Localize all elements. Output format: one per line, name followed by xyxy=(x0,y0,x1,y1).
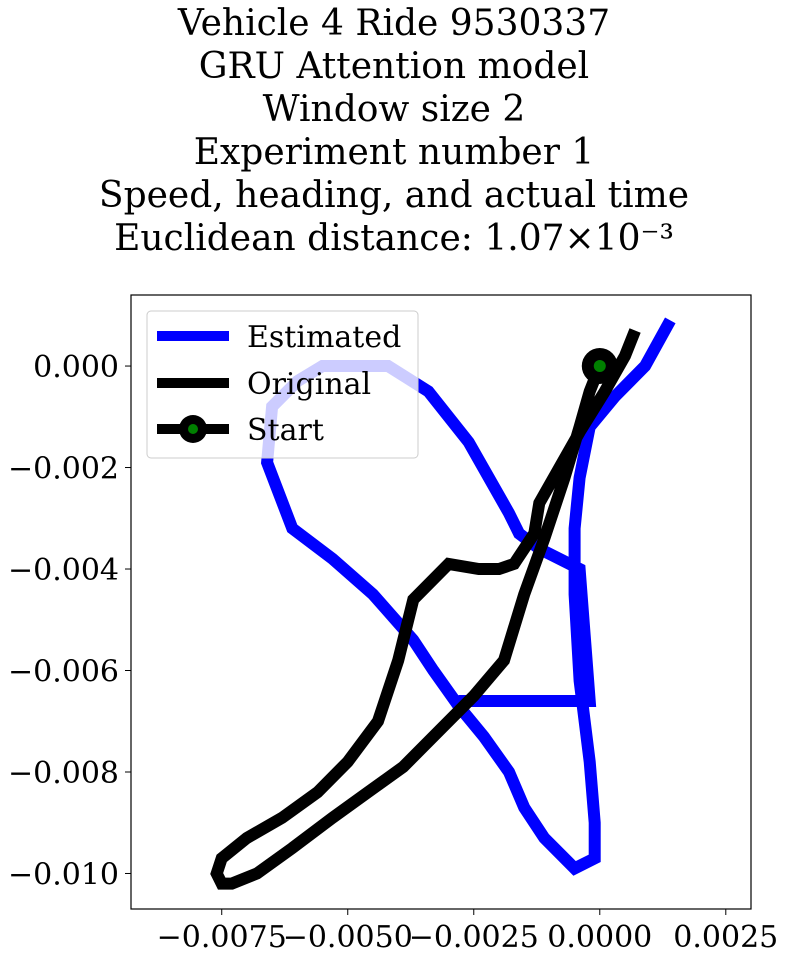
series-layer xyxy=(210,317,676,890)
start-marker-center xyxy=(593,360,606,373)
y-tick-label: −0.002 xyxy=(8,452,119,487)
legend-label-original: Original xyxy=(247,367,371,402)
x-tick-label: 0.0000 xyxy=(547,920,652,955)
chart-title: Vehicle 4 Ride 9530337 GRU Attention mod… xyxy=(0,2,788,260)
legend-frame xyxy=(146,310,419,459)
x-tick-label: −0.0075 xyxy=(157,920,287,955)
title-line-5: Speed, heading, and actual time xyxy=(98,175,690,216)
x-tick-label: 0.0025 xyxy=(673,920,778,955)
y-tick-label: 0.000 xyxy=(33,350,119,385)
y-tick-label: −0.004 xyxy=(8,553,119,588)
legend-label-start: Start xyxy=(247,413,324,448)
y-tick-label: −0.008 xyxy=(8,756,119,791)
title-line-4: Experiment number 1 xyxy=(193,132,595,173)
legend: Estimated Original Start xyxy=(146,310,419,459)
y-tick-label: −0.010 xyxy=(8,857,119,892)
title-line-2: GRU Attention model xyxy=(198,46,590,87)
ticks-layer: −0.0075−0.0050−0.0025 0.0000 0.0025 0.000 −0… xyxy=(8,350,778,955)
title-line-1: Vehicle 4 Ride 9530337 xyxy=(177,3,611,44)
x-tick-label: −0.0050 xyxy=(283,920,413,955)
series-line-estimated xyxy=(261,317,676,876)
title-line-6: Euclidean distance: 1.07×10⁻³ xyxy=(114,218,674,259)
legend-marker-start-center xyxy=(188,424,198,434)
legend-label-estimated: Estimated xyxy=(247,320,401,355)
title-line-3: Window size 2 xyxy=(262,89,526,130)
y-tick-label: −0.006 xyxy=(8,655,119,690)
x-tick-label: −0.0025 xyxy=(409,920,539,955)
series-line-original xyxy=(210,328,641,890)
axes-frame xyxy=(130,294,752,910)
